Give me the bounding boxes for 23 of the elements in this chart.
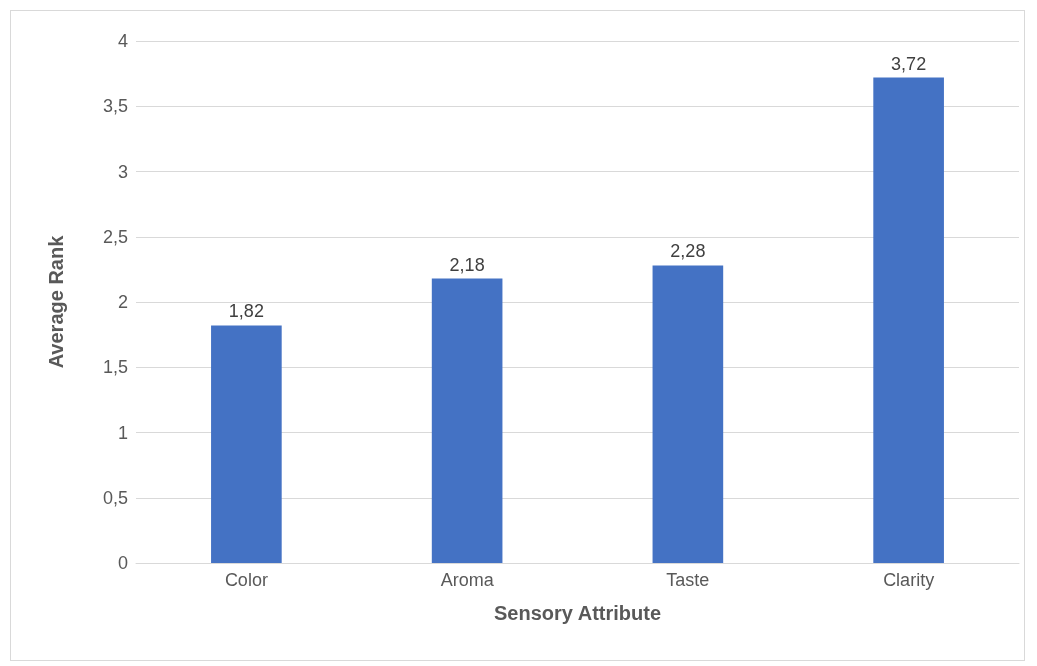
y-tick-label: 0 <box>117 553 128 573</box>
y-tick-label: 3,5 <box>102 96 128 117</box>
y-tick-label: 1 <box>117 422 128 443</box>
y-tick-label: 3 <box>117 161 128 182</box>
y-tick-label: 1,5 <box>102 357 128 378</box>
y-axis-title: Average Rank <box>45 234 67 369</box>
bar <box>431 278 503 563</box>
bar <box>873 77 944 563</box>
bar <box>652 265 724 563</box>
x-tick-label: Taste <box>666 570 710 590</box>
data-label: 3,72 <box>891 53 927 74</box>
data-label: 1,82 <box>228 301 264 322</box>
bar <box>211 325 282 563</box>
x-tick-label: Aroma <box>440 570 495 590</box>
y-tick-label: 4 <box>117 31 128 51</box>
y-tick-label: 0,5 <box>102 487 128 508</box>
x-axis-title: Sensory Attribute <box>493 602 662 624</box>
x-tick-label: Clarity <box>883 570 935 590</box>
data-label: 2,28 <box>670 241 706 262</box>
y-tick-label: 2,5 <box>102 226 128 247</box>
y-tick-label: 2 <box>117 292 128 312</box>
x-tick-label: Color <box>224 570 268 590</box>
data-label: 2,18 <box>449 254 485 275</box>
